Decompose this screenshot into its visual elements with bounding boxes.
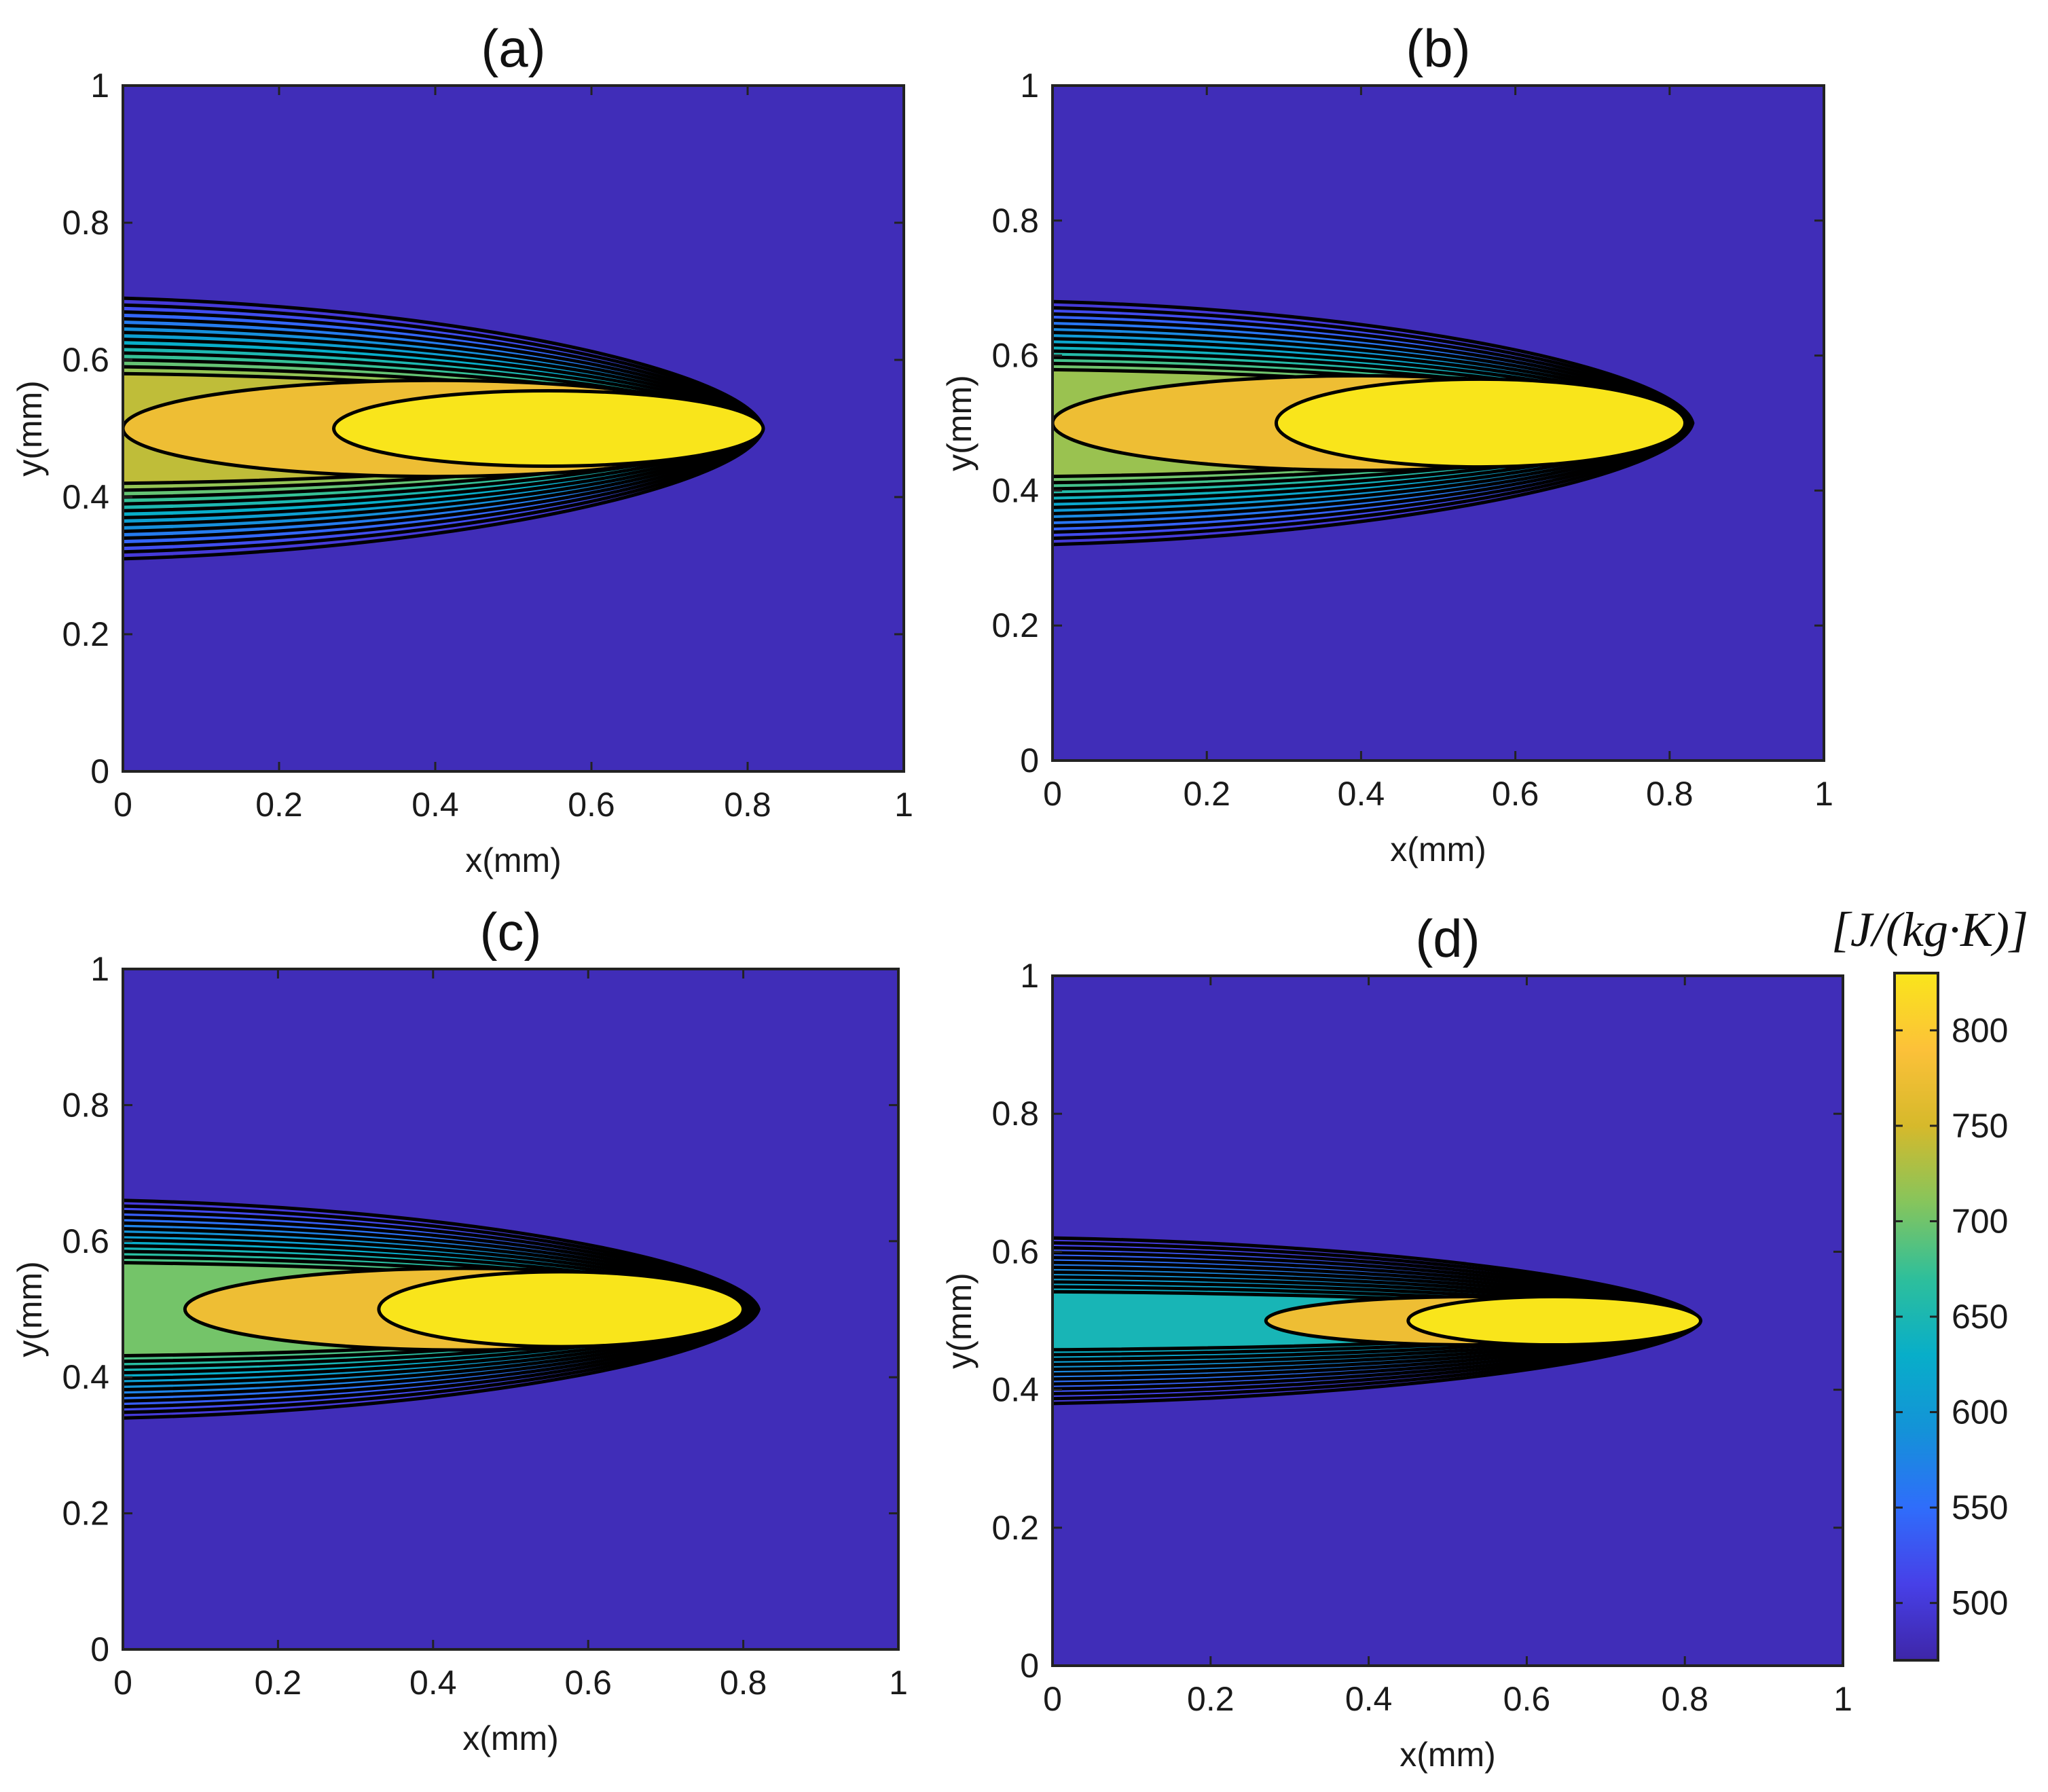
yellow-peak-region: [332, 388, 765, 469]
colorbar-tick-label: 700: [1952, 1202, 2008, 1240]
y-tick-label: 1: [90, 950, 109, 988]
panel-title: (a): [481, 18, 545, 78]
x-tick-label: 0.2: [1183, 775, 1230, 813]
x-tick-label: 0.2: [255, 786, 303, 824]
panel-title: (c): [480, 902, 542, 962]
y-tick-label: 0.4: [991, 471, 1039, 509]
y-tick-label: 0.2: [991, 606, 1039, 644]
y-tick-label: 1: [90, 67, 109, 105]
x-tick-label: 0.8: [724, 786, 771, 824]
contour-plot-area: 0 0.2 0.4 0.6 0.8 1 0 0.2 0.4 0.6 0.8 1: [991, 67, 1833, 813]
plume: [1053, 299, 1695, 547]
colorbar-unit-label: [J/(kg·K)]: [1831, 902, 2028, 957]
x-tick-label: 1: [1814, 775, 1833, 813]
axes-frame: [122, 84, 905, 773]
x-tick-label: 0.6: [564, 1664, 612, 1702]
y-axis-label: y(mm): [11, 1261, 49, 1357]
y-tick-label: 0.6: [991, 1232, 1039, 1270]
contour-plot-area: 0 0.2 0.4 0.6 0.8 1 0 0.2 0.4 0.6 0.8 1: [991, 957, 1852, 1718]
y-tick-label: 0.8: [991, 1095, 1039, 1133]
y-tick-label: 0.6: [991, 337, 1039, 375]
y-axis-label: y(mm): [940, 1273, 979, 1369]
contour-plot-area: 0 0.2 0.4 0.6 0.8 1 0 0.2 0.4 0.6 0.8 1: [62, 67, 913, 824]
yellow-peak-region: [1274, 377, 1687, 469]
x-tick-label: 0.2: [1187, 1680, 1235, 1718]
y-tick-label: 0: [1020, 742, 1039, 780]
x-tick-label: 0: [1043, 775, 1062, 813]
x-tick-label: 0.8: [1646, 775, 1694, 813]
colorbar-tick-label: 800: [1952, 1011, 2008, 1049]
x-tick-label: 0: [113, 1664, 132, 1702]
x-tick-label: 0.2: [255, 1664, 302, 1702]
panel-c: (c) 0 0.2 0.4 0.6 0.8 1 0 0.2 0.4 0.6 0.8 1 x(mm) y…: [11, 902, 908, 1757]
y-tick-label: 0.2: [62, 615, 109, 653]
x-axis-label: x(mm): [462, 1719, 559, 1757]
x-tick-label: 0.4: [1338, 775, 1385, 813]
x-tick-label: 0: [1043, 1680, 1062, 1718]
y-tick-label: 0: [90, 752, 109, 790]
x-tick-label: 0.4: [1345, 1680, 1393, 1718]
x-axis-label: x(mm): [465, 841, 562, 879]
plume: [1053, 1236, 1703, 1406]
y-tick-label: 0.8: [991, 202, 1039, 240]
x-tick-label: 0.4: [412, 786, 459, 824]
x-tick-label: 0.6: [1492, 775, 1539, 813]
colorbar: [J/(kg·K)] 500 550 600 650 700 750 800: [1831, 902, 2028, 1662]
contour-plot-area: 0 0.2 0.4 0.6 0.8 1 0 0.2 0.4 0.6 0.8 1: [62, 950, 907, 1702]
colorbar-tick-label: 750: [1952, 1107, 2008, 1145]
x-tick-label: 0.8: [1661, 1680, 1708, 1718]
plume: [123, 296, 765, 561]
x-tick-label: 0.8: [720, 1664, 767, 1702]
axes-frame: [1051, 84, 1825, 762]
x-tick-label: 0.4: [409, 1664, 457, 1702]
plume: [123, 1199, 761, 1420]
x-tick-label: 0.6: [1503, 1680, 1551, 1718]
y-axis-label: y(mm): [11, 380, 49, 477]
x-tick-label: 1: [889, 1664, 908, 1702]
axes-frame: [122, 968, 900, 1651]
colorbar-tick-label: 500: [1952, 1584, 2008, 1622]
y-tick-label: 0.4: [62, 478, 109, 516]
y-tick-label: 1: [1020, 957, 1039, 995]
panel-title: (b): [1406, 18, 1470, 78]
y-tick-label: 0: [90, 1630, 109, 1668]
panel-b: (b) 0 0.2 0.4 0.6 0.8 1 0 0.2 0.4 0.6 0.8 1 x(mm) y…: [940, 18, 1833, 868]
yellow-peak-region: [377, 1270, 746, 1349]
x-tick-label: 1: [1833, 1680, 1852, 1718]
panel-d: (d) 0 0.2 0.4 0.6 0.8 1 0 0.2 0.4 0.6 0.8 1 x(mm) y…: [940, 909, 1852, 1774]
colorbar-tick-label: 600: [1952, 1393, 2008, 1431]
y-tick-label: 0.2: [62, 1495, 109, 1533]
panel-title: (d): [1415, 909, 1480, 968]
x-axis-label: x(mm): [1390, 830, 1486, 868]
y-tick-label: 0.6: [62, 341, 109, 379]
colorbar-ticks: 500 550 600 650 700 750 800: [1895, 1011, 2008, 1622]
x-tick-label: 0: [113, 786, 132, 824]
y-tick-label: 1: [1020, 67, 1039, 105]
y-tick-label: 0.4: [62, 1358, 109, 1396]
y-axis-label: y(mm): [940, 375, 979, 471]
panel-a: (a) 0 0.2 0.4 0.6 0.8 1 0 0.2 0.4 0.6 0.8 1 x(mm) y…: [11, 18, 913, 879]
colorbar-tick-label: 650: [1952, 1298, 2008, 1336]
y-tick-label: 0.2: [991, 1509, 1039, 1547]
x-axis-label: x(mm): [1400, 1736, 1496, 1774]
y-tick-label: 0.4: [991, 1371, 1039, 1409]
colorbar-tick-label: 550: [1952, 1488, 2008, 1526]
y-tick-label: 0: [1020, 1647, 1039, 1685]
x-tick-label: 0.6: [568, 786, 615, 824]
axes-frame: [1051, 974, 1844, 1667]
y-tick-label: 0.6: [62, 1222, 109, 1260]
x-tick-label: 1: [894, 786, 913, 824]
y-tick-label: 0.8: [62, 1086, 109, 1124]
y-tick-label: 0.8: [62, 204, 109, 242]
yellow-peak-region: [1406, 1294, 1702, 1347]
